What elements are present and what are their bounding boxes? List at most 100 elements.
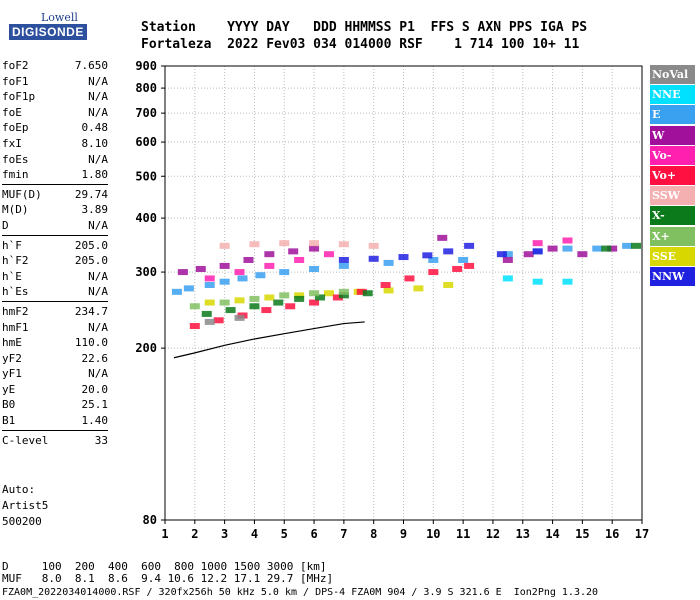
param-separator: [2, 300, 108, 302]
echo-point-sse: [383, 287, 394, 294]
logo-digisonde-text: DIGISONDE: [9, 24, 87, 40]
echo-point-vo-: [294, 256, 305, 263]
echo-point-e: [171, 288, 182, 295]
scaled-trace-line: [173, 321, 365, 359]
auto-version: 500200: [2, 515, 42, 528]
x-tick-label: 7: [340, 527, 347, 541]
echo-point-vo-: [428, 269, 439, 276]
echo-point-vo-: [264, 262, 275, 269]
param-row-hmf1: hmF1 N/A: [2, 320, 108, 336]
param-row-h-f: h`F 205.0: [2, 238, 108, 254]
echo-point-w: [309, 245, 320, 252]
param-key: yF2: [2, 351, 22, 365]
param-value: N/A: [88, 269, 108, 283]
param-key: D: [2, 218, 9, 232]
footer-distance-row: D 100 200 400 600 800 1000 1500 3000 [km…: [2, 560, 327, 573]
param-value: 234.7: [74, 304, 108, 318]
echo-point-e: [592, 245, 603, 252]
lowell-digisonde-logo: Lowell DIGISONDE: [3, 8, 113, 50]
param-row-m-d-: M(D) 3.89: [2, 202, 108, 218]
echo-point-nnw: [532, 248, 543, 255]
echo-point-nne: [502, 275, 513, 282]
echo-point-vo-: [452, 265, 463, 272]
param-row-ye: yE 20.0: [2, 382, 108, 398]
legend-vo-: Vo+: [650, 165, 695, 185]
x-tick-label: 1: [161, 527, 168, 541]
legend-x-: X+: [650, 226, 695, 246]
echo-point-ssw: [338, 241, 349, 248]
echo-point-vo-: [261, 307, 272, 314]
param-row-foep: foEp 0.48: [2, 120, 108, 136]
param-key: h`Es: [2, 285, 29, 299]
echo-point-e: [502, 251, 513, 258]
x-tick-label: 5: [281, 527, 288, 541]
x-tick-label: 11: [456, 527, 470, 541]
param-key: h`F: [2, 238, 22, 252]
param-value: 8.10: [81, 136, 109, 150]
echo-point-w: [437, 234, 448, 241]
y-tick-label: 80: [143, 513, 157, 527]
echo-point-x-: [279, 292, 290, 299]
echo-point-e: [622, 242, 633, 249]
echo-point-x-: [201, 310, 212, 317]
param-row-foes: foEs N/A: [2, 152, 108, 168]
param-key: fxI: [2, 136, 22, 150]
echo-point-x-: [225, 307, 236, 314]
param-row-fof1p: foF1p N/A: [2, 89, 108, 105]
x-tick-label: 4: [251, 527, 258, 541]
x-tick-label: 9: [400, 527, 407, 541]
param-separator: [2, 429, 108, 431]
echo-point-x-: [315, 294, 326, 301]
echo-point-noval: [204, 318, 215, 325]
x-tick-label: 14: [545, 527, 559, 541]
echo-point-sse: [323, 290, 334, 297]
echo-point-sse: [443, 282, 454, 289]
param-row-fof1: foF1 N/A: [2, 74, 108, 90]
echo-point-e: [428, 256, 439, 263]
param-row-b0: B0 25.1: [2, 397, 108, 413]
echo-point-nnw: [368, 255, 379, 262]
legend-nnw: NNW: [650, 266, 695, 286]
echo-point-e: [237, 275, 248, 282]
param-row-c-level: C-level 33: [2, 433, 108, 449]
param-value: 1.80: [81, 168, 109, 182]
echo-point-nne: [562, 278, 573, 285]
legend-e: E: [650, 105, 695, 125]
y-tick-label: 700: [135, 106, 157, 120]
param-separator: [2, 234, 108, 236]
param-key: yF1: [2, 367, 22, 381]
param-row-yf1: yF1 N/A: [2, 366, 108, 382]
echo-point-vo-: [332, 294, 343, 301]
param-key: foEp: [2, 121, 29, 135]
param-key: MUF(D): [2, 187, 42, 201]
param-row-h-es: h`Es N/A: [2, 284, 108, 300]
param-row-fmin: fmin 1.80: [2, 167, 108, 183]
echo-point-sse: [234, 297, 245, 304]
echo-point-nnw: [464, 242, 475, 249]
echo-point-vo-: [189, 323, 200, 330]
echo-point-e: [458, 256, 469, 263]
param-row-muf-d-: MUF(D) 29.74: [2, 187, 108, 203]
echo-point-nnw: [496, 251, 507, 258]
echo-point-ssw: [309, 240, 320, 247]
y-tick-label: 200: [135, 341, 157, 355]
x-tick-label: 2: [191, 527, 198, 541]
param-value: N/A: [88, 105, 108, 119]
param-key: hmE: [2, 336, 22, 350]
echo-point-nnw: [338, 256, 349, 263]
echo-point-x-: [309, 290, 320, 297]
param-row-fof2: foF2 7.650: [2, 58, 108, 74]
echo-point-vo-: [213, 317, 224, 324]
x-tick-label: 10: [426, 527, 440, 541]
param-key: h`E: [2, 269, 22, 283]
param-value: N/A: [88, 152, 108, 166]
legend-sse: SSE: [650, 246, 695, 266]
echo-point-ssw: [368, 242, 379, 249]
param-row-foe: foE N/A: [2, 105, 108, 121]
echo-point-x-: [273, 299, 284, 306]
param-value: 22.6: [81, 351, 109, 365]
param-key: fmin: [2, 168, 29, 182]
param-value: 29.74: [74, 187, 108, 201]
echo-point-x-: [338, 292, 349, 299]
